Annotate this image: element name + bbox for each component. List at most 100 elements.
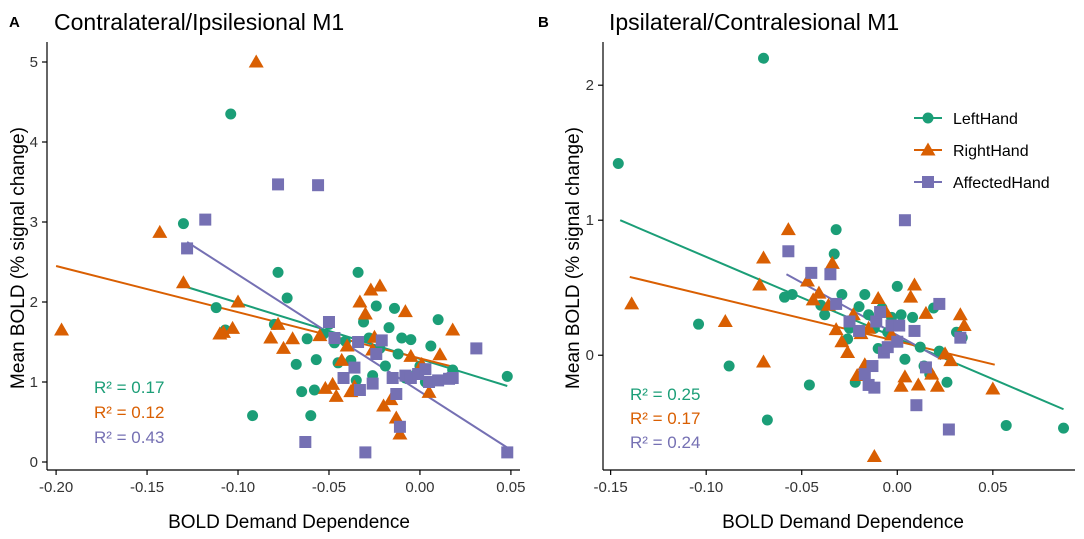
point-righthand — [317, 380, 333, 394]
point-lefthand — [310, 354, 322, 366]
x-tick-label: -0.15 — [130, 479, 164, 496]
point-righthand — [225, 320, 241, 334]
point-affectedhand — [348, 361, 361, 374]
x-tick-label: -0.15 — [594, 479, 628, 496]
point-affectedhand — [893, 319, 906, 332]
point-affectedhand — [501, 446, 514, 459]
fit-line-righthand — [55, 265, 457, 369]
points-a — [54, 54, 514, 459]
point-affectedhand — [328, 332, 341, 344]
point-affectedhand — [446, 372, 459, 384]
point-lefthand — [803, 379, 815, 391]
point-affectedhand — [322, 316, 335, 328]
point-righthand — [805, 292, 821, 306]
point-affectedhand — [370, 348, 383, 360]
legend-label-righthand: RightHand — [953, 143, 1029, 160]
point-affectedhand — [919, 361, 932, 374]
point-affectedhand — [423, 376, 436, 388]
point-righthand — [325, 376, 341, 390]
point-affectedhand — [359, 446, 372, 459]
chart-title-b: Ipsilateral/Contralesional M1 — [609, 9, 899, 35]
point-lefthand — [758, 52, 770, 64]
r2-annotation-righthand-b: R² = 0.17 — [630, 409, 700, 428]
legend-label-lefthand: LeftHand — [953, 111, 1018, 128]
point-lefthand — [425, 340, 437, 352]
y-tick-label: 0 — [586, 347, 594, 364]
point-righthand — [152, 224, 168, 238]
point-lefthand — [281, 292, 293, 304]
point-lefthand — [301, 333, 313, 345]
point-lefthand — [914, 341, 926, 353]
point-lefthand — [392, 348, 404, 360]
point-righthand — [937, 346, 953, 360]
point-lefthand — [305, 410, 317, 422]
point-righthand — [918, 305, 934, 319]
point-righthand — [824, 255, 840, 269]
point-righthand — [943, 353, 959, 367]
point-righthand — [328, 388, 344, 402]
fit-lines-b — [619, 219, 1064, 411]
point-lefthand — [1000, 419, 1012, 431]
legend-marker-triangle — [920, 142, 936, 156]
point-affectedhand — [470, 342, 483, 355]
point-lefthand — [388, 302, 400, 314]
point-affectedhand — [874, 306, 887, 319]
x-tick-label: -0.10 — [221, 479, 255, 496]
r2-annotation-lefthand-a: R² = 0.17 — [94, 378, 164, 397]
y-tick-label: 2 — [586, 77, 594, 94]
point-righthand — [906, 277, 922, 291]
y-tick-label: 0 — [30, 454, 38, 471]
point-lefthand — [693, 318, 705, 330]
point-lefthand — [225, 108, 237, 120]
point-lefthand — [352, 266, 364, 278]
point-righthand — [215, 324, 231, 338]
point-affectedhand — [824, 268, 837, 281]
y-axis-label-b: Mean BOLD (% signal change) — [563, 127, 584, 389]
legend-item-affectedhand: AffectedHand — [914, 175, 1050, 192]
point-affectedhand — [353, 384, 366, 396]
point-righthand — [870, 291, 886, 305]
y-tick-label: 1 — [586, 212, 594, 229]
point-affectedhand — [312, 179, 325, 192]
x-tick-label: 0.00 — [405, 479, 434, 496]
point-righthand — [352, 294, 368, 308]
r2-annotation-righthand-a: R² = 0.12 — [94, 403, 164, 422]
panel-a-chart: A Contralateral/Ipsilesional M1 Mean BOL… — [8, 9, 526, 533]
point-lefthand — [853, 301, 865, 313]
panel-label-a: A — [9, 14, 20, 31]
point-affectedhand — [272, 178, 285, 191]
point-righthand — [780, 222, 796, 236]
point-righthand — [339, 338, 355, 352]
point-righthand — [334, 352, 350, 366]
point-righthand — [312, 328, 328, 342]
point-lefthand — [501, 370, 513, 382]
point-affectedhand — [954, 331, 967, 344]
point-lefthand — [308, 384, 320, 396]
point-lefthand — [396, 332, 408, 344]
point-affectedhand — [910, 399, 923, 412]
point-affectedhand — [375, 334, 388, 347]
y-tick-label: 3 — [30, 214, 38, 231]
point-lefthand — [379, 360, 391, 372]
point-affectedhand — [181, 242, 194, 255]
point-lefthand — [859, 288, 871, 300]
point-lefthand — [828, 248, 840, 260]
point-lefthand — [1058, 422, 1070, 434]
point-lefthand — [895, 309, 907, 321]
point-affectedhand — [881, 341, 894, 354]
point-lefthand — [830, 224, 842, 236]
point-lefthand — [723, 360, 735, 372]
point-affectedhand — [366, 377, 379, 390]
point-righthand — [421, 384, 437, 398]
r2-annotation-lefthand-b: R² = 0.25 — [630, 385, 700, 404]
x-axis-label-b: BOLD Demand Dependence — [722, 512, 964, 533]
x-tick-label: -0.05 — [312, 479, 346, 496]
y-tick-label: 1 — [30, 374, 38, 391]
legend-marker-square — [922, 176, 934, 188]
x-tick-label: -0.20 — [39, 479, 73, 496]
r2-annotation-affectedhand-a: R² = 0.43 — [94, 428, 164, 447]
x-tick-label: 0.05 — [496, 479, 525, 496]
point-lefthand — [786, 288, 798, 300]
point-affectedhand — [419, 363, 432, 376]
point-affectedhand — [386, 372, 399, 384]
